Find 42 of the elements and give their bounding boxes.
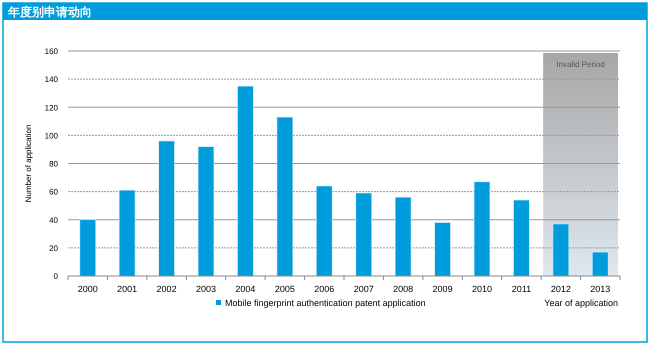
x-tick-label: 2000 [78, 284, 98, 294]
bar [394, 196, 412, 276]
bar [276, 116, 294, 276]
x-tick-label: 2012 [550, 284, 571, 294]
x-tick-label: 2013 [590, 284, 610, 294]
x-tick-label: 2011 [512, 284, 532, 294]
bar [356, 192, 372, 276]
y-tick-label: 60 [49, 188, 59, 197]
y-tick-label: 100 [44, 131, 59, 140]
bar [552, 224, 570, 276]
y-tick-label: 0 [54, 272, 59, 281]
x-axis-title: Year of application [544, 298, 618, 308]
band-label: Invalid Period [556, 60, 605, 69]
x-tick-label: 2001 [117, 284, 138, 294]
chart-title: 年度别申请动向 [7, 5, 92, 19]
x-tick-label: 2007 [354, 284, 374, 294]
bar [237, 86, 254, 276]
y-tick-label: 160 [44, 47, 59, 56]
x-tick-label: 2002 [156, 284, 177, 294]
bar [158, 140, 175, 276]
y-tick-label: 40 [49, 216, 59, 225]
bar [198, 146, 214, 276]
y-tick-label: 120 [44, 103, 59, 112]
x-tick-label: 2004 [235, 284, 256, 294]
y-tick-label: 80 [49, 160, 59, 168]
bar [434, 222, 451, 276]
x-tick-label: 2006 [314, 284, 334, 294]
y-axis-title: Number of application [24, 124, 33, 202]
bar [316, 186, 332, 276]
x-tick-label: 2009 [432, 284, 453, 294]
bar [80, 219, 96, 276]
bar [513, 200, 530, 276]
y-tick-label: 140 [44, 75, 59, 84]
legend-label: Mobile fingerprint authentication patent application [225, 298, 426, 308]
bar [592, 252, 608, 276]
bar [474, 181, 490, 276]
x-tick-label: 2005 [274, 284, 295, 294]
y-tick-label: 20 [49, 244, 59, 253]
x-tick-label: 2010 [472, 284, 492, 294]
x-tick-label: 2003 [196, 284, 216, 294]
bar [118, 190, 136, 276]
x-tick-label: 2008 [393, 284, 414, 294]
